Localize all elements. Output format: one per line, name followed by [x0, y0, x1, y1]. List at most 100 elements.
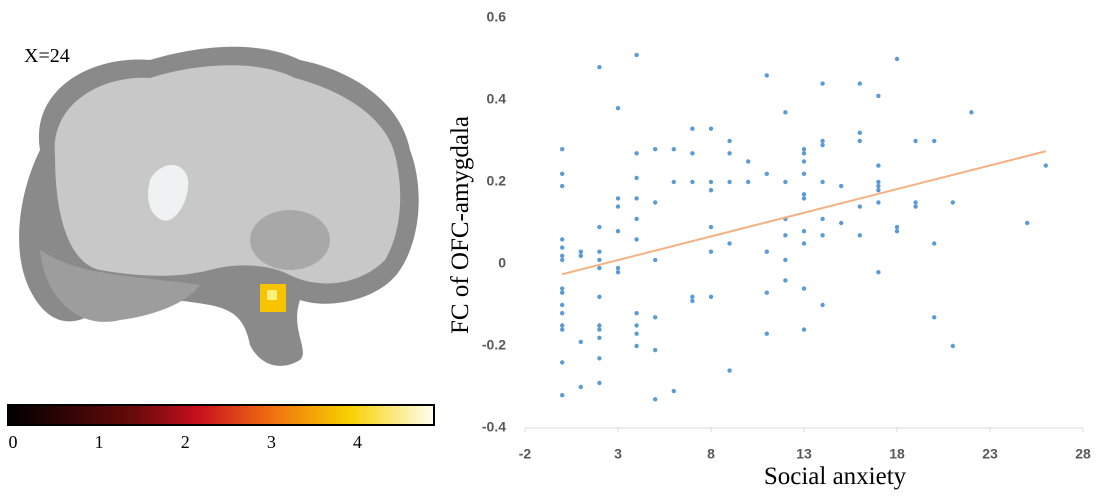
point	[895, 229, 899, 233]
point	[690, 295, 694, 299]
point	[560, 237, 564, 241]
point	[951, 200, 955, 204]
x-tick-label: 3	[614, 446, 622, 462]
point	[560, 172, 564, 176]
x-tick-label: 28	[1075, 446, 1091, 462]
point	[765, 73, 769, 77]
point	[597, 295, 601, 299]
point	[579, 254, 583, 258]
point	[746, 159, 750, 163]
point	[597, 225, 601, 229]
point	[876, 94, 880, 98]
point	[709, 188, 713, 192]
point	[560, 327, 564, 331]
point	[560, 258, 564, 262]
y-tick-label: -0.2	[482, 337, 506, 353]
point	[690, 127, 694, 131]
point	[820, 233, 824, 237]
point	[634, 217, 638, 221]
point	[560, 303, 564, 307]
point	[634, 332, 638, 336]
point	[653, 147, 657, 151]
point	[597, 65, 601, 69]
point	[616, 106, 620, 110]
point	[913, 200, 917, 204]
point	[802, 192, 806, 196]
point	[653, 397, 657, 401]
point	[560, 360, 564, 364]
point	[634, 237, 638, 241]
point	[597, 250, 601, 254]
point	[634, 344, 638, 348]
basal-ganglia	[250, 210, 330, 270]
point	[1044, 163, 1048, 167]
point	[634, 53, 638, 57]
point	[820, 139, 824, 143]
point	[876, 180, 880, 184]
point	[820, 81, 824, 85]
brain-slice: X=24	[8, 45, 434, 425]
point	[1025, 221, 1029, 225]
x-tick-label: 23	[982, 446, 998, 462]
point	[802, 241, 806, 245]
x-axis-title: Social anxiety	[764, 463, 907, 490]
point	[653, 315, 657, 319]
point	[560, 184, 564, 188]
point	[597, 327, 601, 331]
point	[802, 172, 806, 176]
point	[802, 151, 806, 155]
y-tick-label: -0.4	[482, 419, 506, 435]
y-axis-title: FC of OFC-amygdala	[447, 116, 474, 334]
x-tick-label: -2	[519, 446, 532, 462]
x-tick-label: 8	[707, 446, 715, 462]
point	[653, 258, 657, 262]
point	[560, 286, 564, 290]
y-tick-label: 0.2	[487, 173, 507, 189]
point	[876, 184, 880, 188]
point	[783, 233, 787, 237]
point	[597, 381, 601, 385]
point	[653, 348, 657, 352]
trendline	[562, 151, 1046, 274]
activation-peak	[267, 290, 277, 300]
y-tick-label: 0.4	[487, 91, 507, 107]
point	[802, 196, 806, 200]
point	[597, 336, 601, 340]
point	[672, 180, 676, 184]
x-tick-label: 13	[796, 446, 812, 462]
point	[783, 258, 787, 262]
point	[672, 147, 676, 151]
point	[634, 323, 638, 327]
point	[727, 139, 731, 143]
y-tick-label: 0.6	[487, 9, 507, 25]
point	[560, 311, 564, 315]
point	[560, 245, 564, 249]
point	[709, 295, 713, 299]
x-tick-label: 18	[889, 446, 905, 462]
point	[579, 340, 583, 344]
colorbar-tick-label: 1	[95, 432, 104, 452]
point	[709, 127, 713, 131]
point	[634, 176, 638, 180]
point	[802, 286, 806, 290]
colorbar-tick-label: 3	[267, 432, 276, 452]
point	[858, 233, 862, 237]
point	[597, 356, 601, 360]
point	[876, 163, 880, 167]
point	[672, 389, 676, 393]
point	[876, 188, 880, 192]
colorbar	[8, 405, 434, 425]
point	[820, 303, 824, 307]
point	[802, 229, 806, 233]
point	[969, 110, 973, 114]
point	[839, 221, 843, 225]
point	[858, 131, 862, 135]
colorbar-tick-label: 0	[9, 432, 18, 452]
point	[858, 139, 862, 143]
point	[783, 180, 787, 184]
point	[746, 180, 750, 184]
y-tick-label: 0	[498, 255, 506, 271]
point	[634, 311, 638, 315]
point	[765, 250, 769, 254]
point	[783, 278, 787, 282]
